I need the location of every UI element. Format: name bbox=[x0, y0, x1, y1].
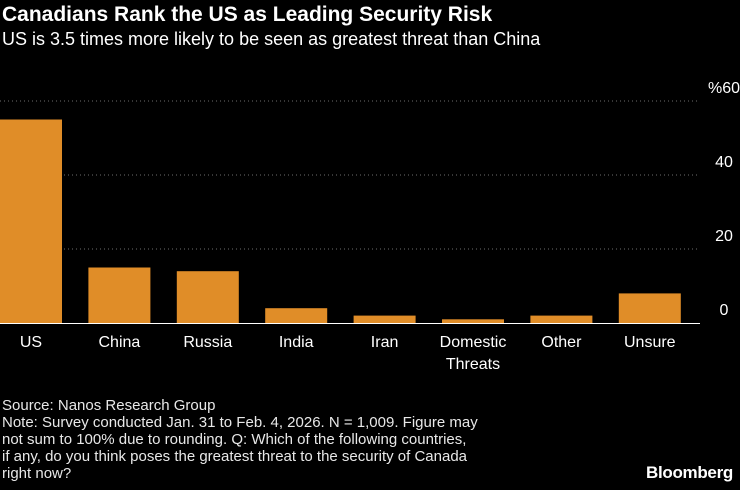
bar-chart: 0 20 40 %60 US China Russia India Iran Domestic Th… bbox=[0, 80, 740, 373]
chart-title: Canadians Rank the US as Leading Securit… bbox=[2, 3, 493, 26]
y-tick-label: %60 bbox=[708, 80, 740, 97]
y-tick-label: 0 bbox=[720, 302, 729, 319]
bar bbox=[0, 119, 62, 323]
bar bbox=[530, 315, 593, 323]
bar bbox=[353, 315, 416, 323]
bar bbox=[176, 271, 239, 323]
footer: Source: Nanos Research Group Note: Surve… bbox=[2, 397, 602, 482]
x-tick-label: China bbox=[98, 334, 140, 351]
bar bbox=[618, 293, 681, 323]
bar bbox=[442, 319, 504, 323]
x-tick-label: Iran bbox=[371, 334, 399, 351]
x-tick-label: Other bbox=[541, 334, 582, 351]
note-line: right now? bbox=[2, 465, 72, 482]
y-tick-label: 20 bbox=[715, 228, 733, 245]
bar bbox=[265, 308, 328, 323]
x-tick-label: Unsure bbox=[624, 334, 676, 351]
note-line: Note: Survey conducted Jan. 31 to Feb. 4… bbox=[2, 414, 478, 431]
x-tick-label: Domestic Threats bbox=[440, 334, 507, 373]
x-tick-label: US bbox=[20, 334, 42, 351]
x-tick-label: Russia bbox=[183, 334, 232, 351]
source-note: Source: Nanos Research Group bbox=[2, 397, 216, 414]
bar bbox=[88, 267, 151, 323]
note-line: if any, do you think poses the greatest … bbox=[2, 448, 467, 465]
chart-subtitle: US is 3.5 times more likely to be seen a… bbox=[2, 29, 541, 49]
bloomberg-logo: Bloomberg bbox=[645, 463, 733, 482]
note-line: not sum to 100% due to rounding. Q: Whic… bbox=[2, 431, 467, 448]
y-tick-label: 40 bbox=[715, 154, 733, 171]
x-tick-label: India bbox=[279, 334, 314, 351]
